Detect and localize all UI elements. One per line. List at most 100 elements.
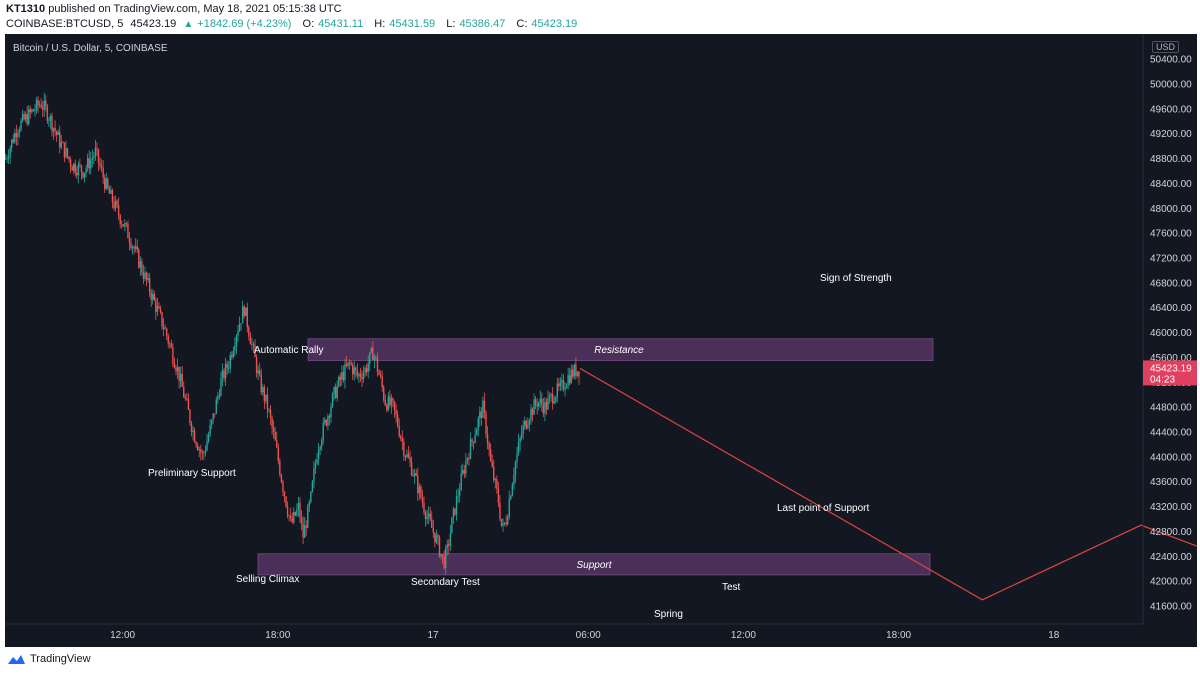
candle-body	[144, 272, 146, 279]
resistance-label: Resistance	[594, 345, 644, 356]
candle-body	[90, 159, 92, 169]
price-chart[interactable]: Resistance Support 50400.00 50000.00 49600.…	[5, 34, 1197, 647]
annotation-selling-climax[interactable]: Selling Climax	[236, 574, 299, 585]
candle-body	[446, 544, 448, 549]
candle-body	[288, 515, 290, 517]
candle-body	[356, 370, 359, 376]
candle-body	[545, 401, 548, 410]
projection-line[interactable]	[579, 128, 1197, 601]
candle-body	[15, 132, 18, 138]
chart-title: Bitcoin / U.S. Dollar, 5, COINBASE	[13, 43, 168, 54]
candle-body	[432, 527, 434, 533]
candle-body	[246, 307, 248, 328]
candle-body	[486, 433, 489, 444]
candle-body	[108, 188, 111, 194]
annotation-test[interactable]: Test	[722, 582, 741, 593]
candle-body	[384, 399, 386, 406]
candle-body	[297, 502, 300, 510]
candle-body	[375, 356, 377, 359]
chart-area[interactable]: Resistance Support 50400.00 50000.00 49600.…	[5, 34, 1197, 647]
candles-layer	[5, 92, 580, 575]
support-zone[interactable]	[257, 553, 931, 576]
candle-body	[440, 554, 442, 557]
publish-info: KT1310 published on TradingView.com, May…	[6, 3, 342, 15]
candle-body	[454, 508, 456, 515]
candle-body	[197, 445, 199, 451]
annotation-sign-of-strength[interactable]: Sign of Strength	[820, 273, 892, 284]
candle-body	[393, 401, 396, 411]
candle-body	[482, 400, 484, 418]
candle-body	[232, 350, 235, 357]
candle-body	[359, 373, 362, 378]
candle-body	[204, 450, 207, 453]
candle-body	[395, 410, 397, 415]
candle-body	[183, 386, 185, 398]
candle-body	[251, 344, 253, 345]
candle-body	[472, 441, 475, 443]
current-price-tag	[1143, 360, 1197, 386]
candle-body	[344, 364, 346, 381]
candle-body	[520, 433, 523, 438]
time-tick-label: 18:00	[886, 630, 911, 641]
candle-body	[100, 166, 103, 168]
candle-body	[181, 373, 183, 387]
candle-body	[262, 387, 264, 393]
resistance-zone[interactable]	[307, 338, 934, 361]
tradingview-logo[interactable]: TradingView	[6, 653, 91, 665]
candle-body	[564, 388, 566, 390]
candle-body	[153, 293, 155, 301]
candle-body	[145, 272, 148, 281]
candle-body	[474, 435, 476, 443]
open-value: O: 45431.11	[302, 18, 364, 30]
annotation-secondary-test[interactable]: Secondary Test	[411, 577, 480, 588]
candle-body	[80, 165, 83, 173]
candle-body	[389, 396, 391, 406]
annotation-last-point-of-support[interactable]: Last point of Support	[777, 503, 870, 514]
candle-body	[150, 292, 152, 300]
candle-body	[21, 114, 24, 121]
author-name[interactable]: KT1310	[6, 3, 46, 15]
candle-body	[155, 300, 157, 312]
candle-body	[209, 424, 211, 436]
annotation-spring[interactable]: Spring	[654, 609, 683, 620]
publish-header: KT1310 published on TradingView.com, May…	[0, 0, 1200, 34]
candle-body	[429, 513, 431, 520]
candle-body	[77, 164, 80, 176]
candle-body	[255, 357, 258, 374]
annotation-automatic-rally[interactable]: Automatic Rally	[254, 345, 323, 356]
candle-body	[97, 149, 100, 163]
candle-body	[34, 110, 36, 112]
candle-body	[187, 399, 190, 410]
candle-body	[228, 368, 230, 369]
candle-body	[272, 427, 275, 433]
candle-body	[7, 157, 10, 159]
candle-body	[400, 436, 402, 439]
candle-body	[135, 246, 137, 249]
candle-body	[355, 367, 357, 371]
candle-body	[283, 491, 286, 497]
candle-body	[241, 306, 244, 324]
candle-body	[415, 473, 417, 476]
candle-body	[570, 369, 572, 384]
candle-body	[91, 158, 93, 160]
candle-body	[420, 486, 422, 498]
countdown-timer: 04:23	[1150, 374, 1175, 385]
high-value: H: 45431.59	[374, 18, 436, 30]
candle-body	[88, 158, 90, 169]
candle-body	[218, 395, 221, 397]
candle-body	[477, 418, 479, 430]
candle-body	[299, 502, 301, 518]
candle-body	[352, 364, 354, 375]
currency-badge[interactable]: USD	[1152, 41, 1180, 53]
candle-body	[249, 336, 252, 345]
annotation-preliminary-support[interactable]: Preliminary Support	[148, 468, 236, 479]
candle-body	[503, 522, 506, 524]
candle-body	[161, 312, 163, 327]
candle-body	[303, 525, 306, 538]
price-tick-label: 42400.00	[1150, 552, 1192, 563]
candle-body	[28, 109, 30, 124]
candle-body	[559, 382, 562, 387]
price-tick-label: 50000.00	[1150, 80, 1192, 91]
footer: TradingView	[0, 647, 1200, 675]
candle-body	[130, 242, 132, 248]
